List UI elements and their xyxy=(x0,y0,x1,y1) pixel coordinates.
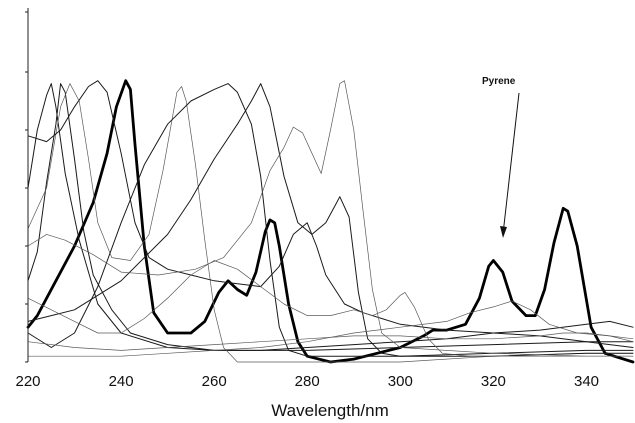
spectrum-series-4 xyxy=(27,83,634,363)
x-tick-label-240: 240 xyxy=(109,373,134,390)
series-group xyxy=(26,79,635,364)
spectrum-series-3 xyxy=(27,83,634,351)
x-tick-label-260: 260 xyxy=(202,373,227,390)
x-tick-label-300: 300 xyxy=(388,373,413,390)
spectrum-series-2 xyxy=(27,83,634,351)
x-tick-label-340: 340 xyxy=(574,373,599,390)
spectrum-series-1 xyxy=(26,79,635,364)
x-tick-label-320: 320 xyxy=(481,373,506,390)
spectrum-series-11 xyxy=(27,332,634,351)
x-axis-ticks: 220 240 260 280 300 320 340 xyxy=(15,373,599,390)
x-axis-title: Wavelength/nm xyxy=(271,401,388,420)
spectrum-series-8 xyxy=(27,80,634,357)
x-tick-label-220: 220 xyxy=(15,373,40,390)
pyrene-arrow xyxy=(502,92,520,235)
spectrum-series-7 xyxy=(27,83,634,357)
spectrum-series-10 xyxy=(27,300,634,357)
pyrene-annotation: Pyrene xyxy=(482,76,516,87)
spectrum-series-9 xyxy=(27,260,634,357)
spectrum-series-6 xyxy=(27,83,634,357)
y-axis-ticks xyxy=(25,11,28,363)
pyrene-arrowhead xyxy=(500,226,507,238)
x-tick-label-280: 280 xyxy=(295,373,320,390)
annotation-group: Pyrene xyxy=(482,76,520,238)
